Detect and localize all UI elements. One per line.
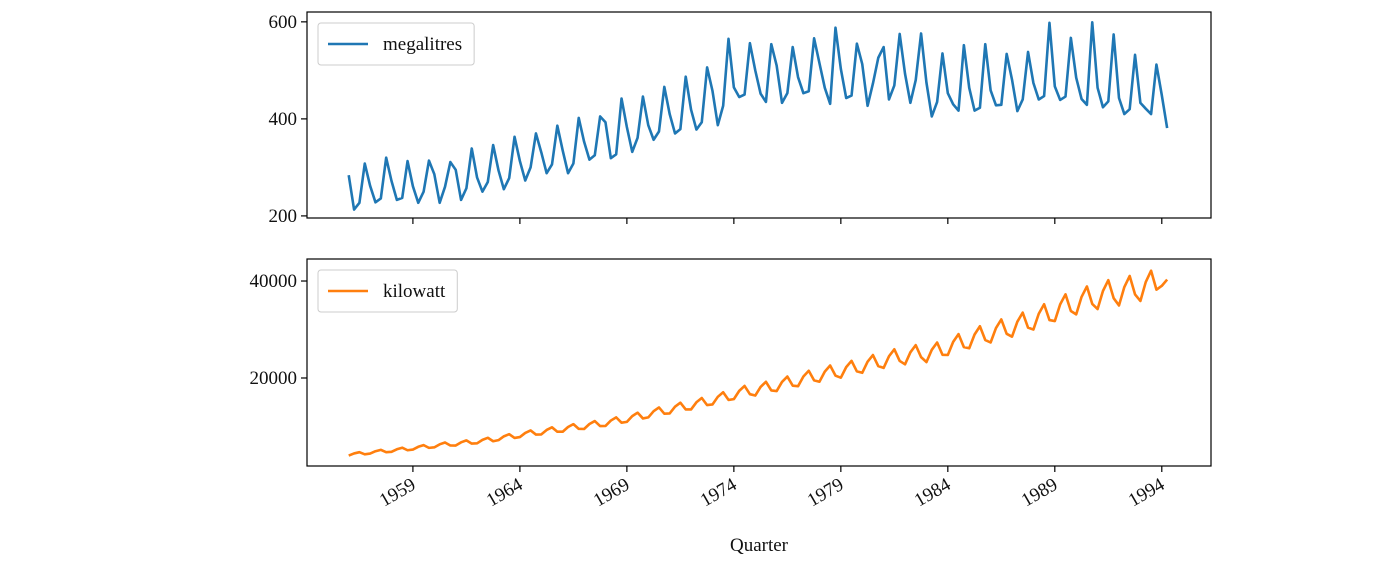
y-tick-label: 40000 (250, 271, 298, 292)
x-tick-label: 1974 (697, 474, 741, 511)
x-axis-label: Quarter (730, 535, 789, 556)
x-tick-label: 1959 (376, 474, 419, 511)
legend-label: megalitres (383, 34, 462, 55)
axes-frame (306, 258, 1212, 467)
y-tick-label: 20000 (250, 368, 298, 389)
x-tick-label: 1979 (804, 474, 847, 511)
legend-box (317, 269, 458, 313)
y-tick-label: 200 (269, 206, 298, 227)
data-line (347, 21, 1169, 211)
legend-box (317, 22, 475, 66)
axes-frame (306, 11, 1212, 219)
x-tick-label: 1994 (1125, 474, 1169, 511)
x-tick-label: 1969 (590, 474, 633, 511)
x-tick-label: 1984 (911, 474, 955, 511)
y-tick-label: 400 (269, 109, 298, 130)
data-line (348, 269, 1169, 457)
x-tick-label: 1989 (1018, 474, 1061, 511)
x-tick-label: 1964 (483, 474, 527, 511)
legend-label: kilowatt (383, 281, 446, 302)
y-tick-label: 600 (269, 12, 298, 33)
